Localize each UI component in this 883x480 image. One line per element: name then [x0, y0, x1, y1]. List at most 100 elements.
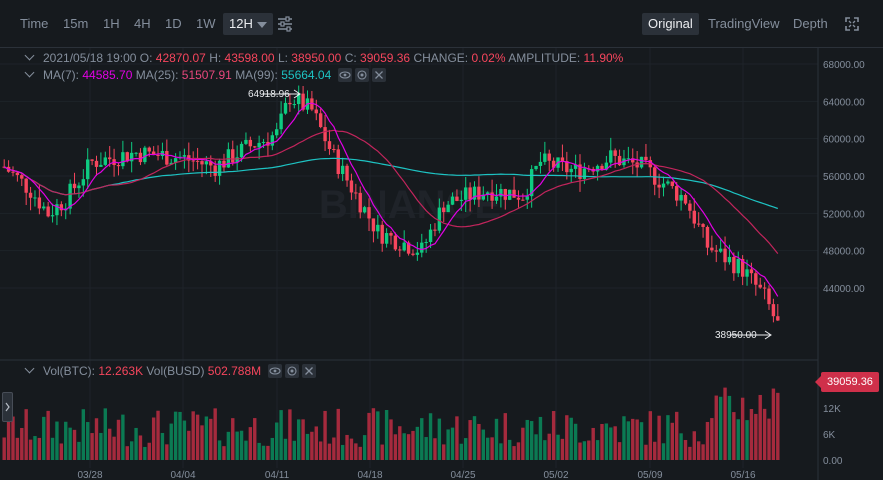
candle-body	[411, 253, 415, 255]
candle-body	[538, 161, 543, 166]
candle-body	[472, 186, 477, 200]
volume-legend: Vol(BTC): 12.263K Vol(BUSD) 502.788M	[24, 363, 316, 379]
high-label: H:	[209, 51, 222, 65]
candle-body	[345, 165, 349, 181]
volume-bar	[626, 421, 631, 460]
settings-icon[interactable]	[284, 363, 299, 378]
candle-body	[143, 147, 147, 163]
volume-bar	[380, 444, 384, 460]
volume-bar	[310, 431, 314, 460]
tf-time[interactable]: Time	[20, 16, 49, 31]
candle-body	[42, 206, 46, 209]
candle-body	[231, 149, 235, 163]
volume-bar	[683, 440, 688, 460]
view-original[interactable]: Original	[642, 13, 699, 35]
chevron-down-icon[interactable]	[24, 50, 35, 61]
settings-sliders-icon[interactable]	[277, 16, 293, 32]
volume-bar	[213, 408, 217, 460]
volume-bar	[569, 417, 573, 460]
candle-body	[283, 102, 288, 114]
view-depth[interactable]: Depth	[793, 16, 828, 31]
price-tick-label: 68000.00	[823, 60, 865, 71]
candle-body	[683, 194, 688, 204]
chart-area[interactable]: BINANCE 68000.00 64000.00 60000.00 56000.00…	[0, 48, 883, 480]
candle-body	[275, 129, 279, 136]
volume-bar	[512, 446, 516, 460]
close-icon[interactable]	[301, 363, 316, 378]
vol-btc-value: 12.263K	[98, 364, 144, 378]
candle-body	[547, 153, 551, 161]
candle-body	[86, 159, 90, 180]
volume-bar	[86, 422, 90, 460]
volume-bar	[362, 435, 367, 460]
volume-bar	[411, 430, 415, 460]
candle-body	[516, 197, 521, 200]
volume-bar	[327, 443, 332, 460]
tf-1w[interactable]: 1W	[196, 16, 216, 31]
volume-bar	[376, 411, 380, 460]
candle-body	[147, 147, 151, 152]
candle-body	[288, 102, 292, 105]
tf-12h-label: 12H	[229, 16, 253, 31]
eye-icon[interactable]	[337, 67, 352, 82]
open-label: O:	[139, 51, 153, 65]
tf-1d[interactable]: 1D	[165, 16, 182, 31]
candle-body	[213, 165, 217, 176]
tf-4h[interactable]: 4H	[134, 16, 151, 31]
candle-body	[173, 158, 178, 163]
volume-bar	[129, 441, 134, 460]
eye-icon[interactable]	[267, 363, 282, 378]
ma25-label: MA(25):	[135, 68, 179, 82]
scroll-left-handle[interactable]	[2, 392, 13, 422]
volume-bar	[696, 441, 701, 460]
tf-15m[interactable]: 15m	[63, 16, 89, 31]
chevron-down-icon[interactable]	[24, 67, 35, 78]
view-tradingview[interactable]: TradingView	[708, 16, 780, 31]
current-price-tag: 39059.36	[815, 372, 879, 392]
amplitude-value: 11.90%	[583, 51, 624, 65]
candle-body	[204, 161, 209, 165]
close-icon[interactable]	[371, 67, 386, 82]
volume-bar	[767, 418, 771, 460]
volume-bar	[446, 429, 450, 460]
volume-bar	[481, 429, 486, 460]
volume-bar	[736, 419, 740, 460]
volume-bar	[314, 426, 318, 460]
candle-body	[560, 157, 565, 162]
grid-lines	[0, 48, 818, 468]
volume-bar	[494, 418, 499, 460]
candle-body	[600, 165, 604, 170]
close-value: 39059.36	[360, 51, 411, 65]
candle-body	[380, 224, 384, 244]
volume-bar	[195, 414, 200, 460]
settings-icon[interactable]	[354, 67, 369, 82]
volume-bar	[292, 440, 296, 460]
volume-bar	[147, 442, 151, 460]
candlestick-chart[interactable]: BINANCE 68000.0064000.0060000.0056000.00…	[0, 48, 883, 480]
candle-body	[657, 184, 661, 188]
candle-body	[90, 159, 94, 161]
volume-bar	[525, 419, 529, 460]
volume-bar	[160, 432, 165, 460]
volume-bar	[776, 392, 780, 460]
volume-bar	[64, 421, 68, 460]
candle-body	[156, 154, 160, 156]
price-tick-label: 44000.00	[823, 284, 865, 295]
candle-body	[631, 158, 635, 163]
date-tick-label: 03/28	[77, 470, 102, 480]
chevron-down-icon[interactable]	[24, 363, 35, 374]
candle-body	[732, 256, 736, 274]
volume-bar	[59, 443, 64, 460]
chevron-right-icon	[5, 402, 10, 412]
candle-body	[261, 141, 266, 143]
tf-12h-dropdown[interactable]: 12H	[223, 13, 273, 35]
volume-bar	[6, 412, 11, 460]
candle-body	[644, 156, 648, 161]
fullscreen-icon[interactable]	[845, 17, 859, 31]
date-tick-label: 05/02	[543, 470, 568, 480]
volume-bar	[771, 388, 776, 460]
volume-bar	[187, 430, 191, 460]
candle-body	[121, 152, 125, 167]
tf-1h[interactable]: 1H	[103, 16, 120, 31]
candle-body	[776, 316, 780, 321]
